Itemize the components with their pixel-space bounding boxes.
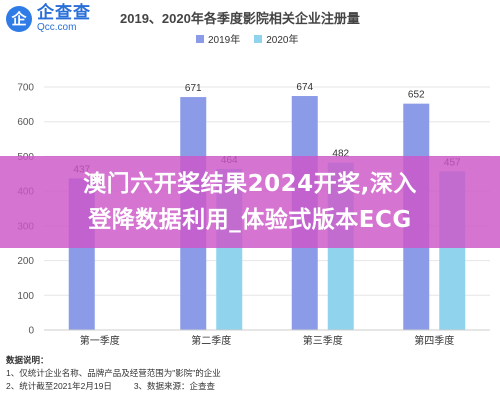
legend-item-2020: 2020年: [254, 31, 299, 46]
notes-line-1: 1、仅统计企业名称、品牌产品及经营范围为"影院"的企业: [6, 368, 221, 378]
legend-item-2019: 2019年: [196, 31, 240, 46]
legend-swatch-2019: [196, 34, 204, 43]
logo-mark: 企: [6, 5, 32, 32]
x-tick-label: 第四季度: [414, 334, 454, 347]
legend-label-2020: 2020年: [266, 35, 299, 46]
legend-label-2019: 2019年: [208, 35, 241, 46]
overlay-line-1: 澳门六开奖结果2024开奖,深入: [83, 171, 417, 197]
logo-domain: Qcc.com: [37, 22, 77, 33]
promo-overlay-band: [0, 156, 500, 248]
data-notes: 数据说明： 1、仅统计企业名称、品牌产品及经营范围为"影院"的企业 2、统计截至…: [6, 354, 221, 393]
data-label: 674: [296, 82, 313, 93]
chart-title: 2019、2020年各季度影院相关企业注册量: [120, 11, 360, 26]
x-tick-label: 第三季度: [303, 334, 343, 347]
promo-overlay-text: 澳门六开奖结果2024开奖,深入 登降数据利用_体验式版本ECG: [0, 166, 500, 238]
notes-line-2a: 2、统计截至2021年2月19日: [6, 381, 112, 391]
x-tick-label: 第一季度: [80, 334, 120, 347]
x-tick-label: 第二季度: [191, 334, 231, 347]
notes-title: 数据说明：: [6, 355, 49, 365]
overlay-line-2: 登降数据利用_体验式版本ECG: [88, 207, 412, 233]
logo-text: 企查查 Qcc.com: [37, 4, 91, 33]
data-label: 652: [408, 90, 425, 101]
y-tick-label: 700: [17, 83, 34, 94]
data-label: 482: [332, 149, 349, 160]
logo-name: 企查查: [37, 3, 91, 22]
chart-legend: 2019年 2020年: [196, 31, 299, 46]
qcc-logo: 企 企查查 Qcc.com: [6, 4, 91, 33]
notes-line-2: 2、统计截至2021年2月19日 3、数据来源：企查查: [6, 380, 221, 393]
y-tick-label: 100: [17, 291, 34, 302]
y-tick-label: 600: [17, 117, 34, 128]
y-tick-label: 200: [17, 256, 34, 267]
y-tick-label: 0: [28, 326, 34, 337]
legend-swatch-2020: [254, 34, 263, 43]
notes-line-2b: 3、数据来源：企查查: [133, 381, 216, 391]
data-label: 671: [185, 83, 202, 94]
